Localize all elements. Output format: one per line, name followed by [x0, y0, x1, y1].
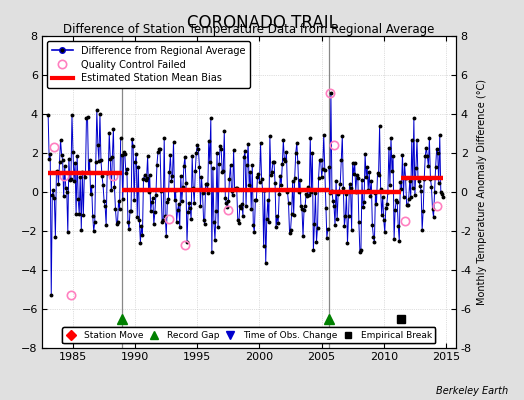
Title: Difference of Station Temperature Data from Regional Average: Difference of Station Temperature Data f… [63, 23, 434, 36]
Text: CORONADO TRAIL: CORONADO TRAIL [187, 14, 337, 32]
Text: Berkeley Earth: Berkeley Earth [436, 386, 508, 396]
Y-axis label: Monthly Temperature Anomaly Difference (°C): Monthly Temperature Anomaly Difference (… [477, 79, 487, 305]
Legend: Station Move, Record Gap, Time of Obs. Change, Empirical Break: Station Move, Record Gap, Time of Obs. C… [62, 327, 435, 344]
